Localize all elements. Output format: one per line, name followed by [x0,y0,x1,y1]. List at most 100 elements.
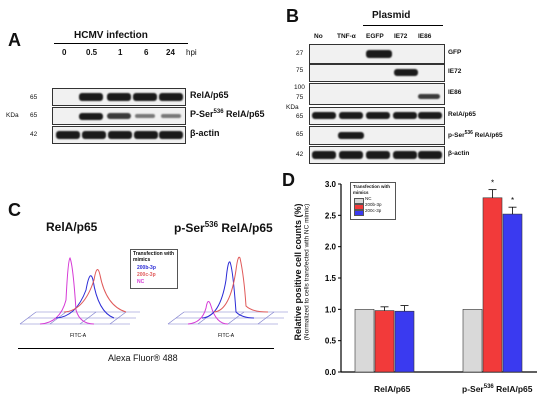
panel-a-kda-label: KDa [6,112,19,119]
bar [394,310,415,373]
legend-item: NC [365,196,372,201]
histogram-curve-200b [201,261,255,319]
significance-mark: * [491,179,494,188]
panel-b-letter: B [286,6,299,26]
mw-marker: 65 [296,131,304,138]
panel-b-header: Plasmid [372,10,411,21]
legend-swatch [354,210,364,216]
blot-band [135,114,155,118]
timepoint-label: 6 [144,48,149,57]
blot-band [107,93,131,101]
y-tick-label: 0.0 [325,368,337,375]
blot-band [134,131,158,139]
blot-band [339,112,363,119]
blot-band [108,131,132,139]
blot-actin-a [52,126,186,144]
mw-marker: 100 [294,84,305,91]
legend-title: Transfection with mimics [133,251,175,263]
histogram-curve-200c [63,269,127,313]
blot-band [159,131,183,139]
blot-pser-a [52,107,186,125]
histogram-curve-200c [213,256,269,313]
blot-band [159,93,183,101]
blot-band [393,151,417,159]
legend-item: 200b-3p [137,265,156,271]
panel-d-legend: Transfection with mimics NC 200b-3p 200c… [350,182,396,220]
blot-band [338,132,364,139]
panel-d-letter: D [282,170,295,190]
panel-c-legend: Transfection with mimics 200b-3p 200c-3p… [130,249,178,289]
row-label: β-actin [448,150,470,157]
panel-c-bottom-label: Alexa Fluor® 488 [108,353,178,363]
panel-c-title-right: p-Ser536 RelA/p65 [174,220,273,235]
blot-actin-b [309,146,445,164]
row-label: RelA/p65 [190,90,229,100]
mw-marker: 27 [296,50,304,57]
blot-band [339,151,363,159]
mw-marker: 42 [30,131,38,138]
row-label: P-Ser536 RelA/p65 [190,109,265,119]
bar [502,213,523,373]
blot-gfp-b [309,44,445,64]
y-tick-label: 1.5 [325,274,337,283]
blot-band [79,113,103,120]
legend-item: 200c-3p [137,272,156,278]
x-category-label: p-Ser536 RelA/p65 [462,384,533,394]
blot-ie72-b [309,64,445,82]
blot-band [79,93,103,101]
blot-band [366,50,392,58]
x-category-label: RelA/p65 [374,384,411,394]
blot-band [394,69,418,76]
blot-band [312,112,336,119]
legend-swatch [354,204,364,210]
y-tick-label: 0.5 [325,337,337,346]
panel-c-letter: C [8,200,21,220]
blot-band [161,114,181,118]
y-tick-label: 2.0 [325,243,337,252]
y-axis-sublabel: (Normalized to cells transfected with NC… [303,203,311,341]
legend-title: Transfection with mimics [353,184,391,195]
bar [354,309,375,373]
flow-histogram-right: FITC-A [167,256,288,339]
row-label: β-actin [190,128,220,138]
bar [374,310,395,373]
panel-a-header-line [54,43,188,44]
lane-label: EGFP [366,33,384,40]
mw-marker: 75 [296,94,304,101]
timepoint-label: 0.5 [86,48,98,57]
histogram-curve-nc [187,301,229,325]
blot-band [418,112,442,119]
panel-a-header: HCMV infection [74,30,148,41]
blot-band [366,112,390,119]
blot-band [82,131,106,139]
mw-marker: 42 [296,151,304,158]
mw-marker: 65 [30,94,38,101]
lane-label: IE72 [394,33,408,40]
blot-rela-b [309,107,445,125]
axis-label: FITC-A [218,333,235,339]
mw-marker: 75 [296,67,304,74]
blot-ie86-b [309,83,445,105]
y-tick-label: 1.0 [325,305,337,314]
row-label: IE86 [448,89,462,96]
blot-rela-a [52,88,186,106]
legend-swatch [354,198,364,204]
panel-b-kda-label: KDa [286,104,299,111]
row-label: IE72 [448,68,462,75]
timepoint-label: 0 [62,48,67,57]
histogram-curve-200b [55,275,115,319]
bar [462,309,483,373]
panel-a-letter: A [8,30,21,50]
timepoint-label: 1 [118,48,123,57]
bar [482,197,503,373]
y-tick-label: 2.5 [325,211,337,220]
blot-band [418,151,442,159]
timepoint-label: 24 [166,48,175,57]
bar-chart: 0.0 0.5 1.0 1.5 2.0 2.5 3.0 * * [325,179,537,375]
blot-pser-b [309,126,445,145]
row-label: RelA/p65 [448,111,476,118]
timepoint-unit: hpi [186,48,197,57]
mw-marker: 65 [296,113,304,120]
panel-b-header-line [363,25,443,26]
blot-band [366,151,390,159]
